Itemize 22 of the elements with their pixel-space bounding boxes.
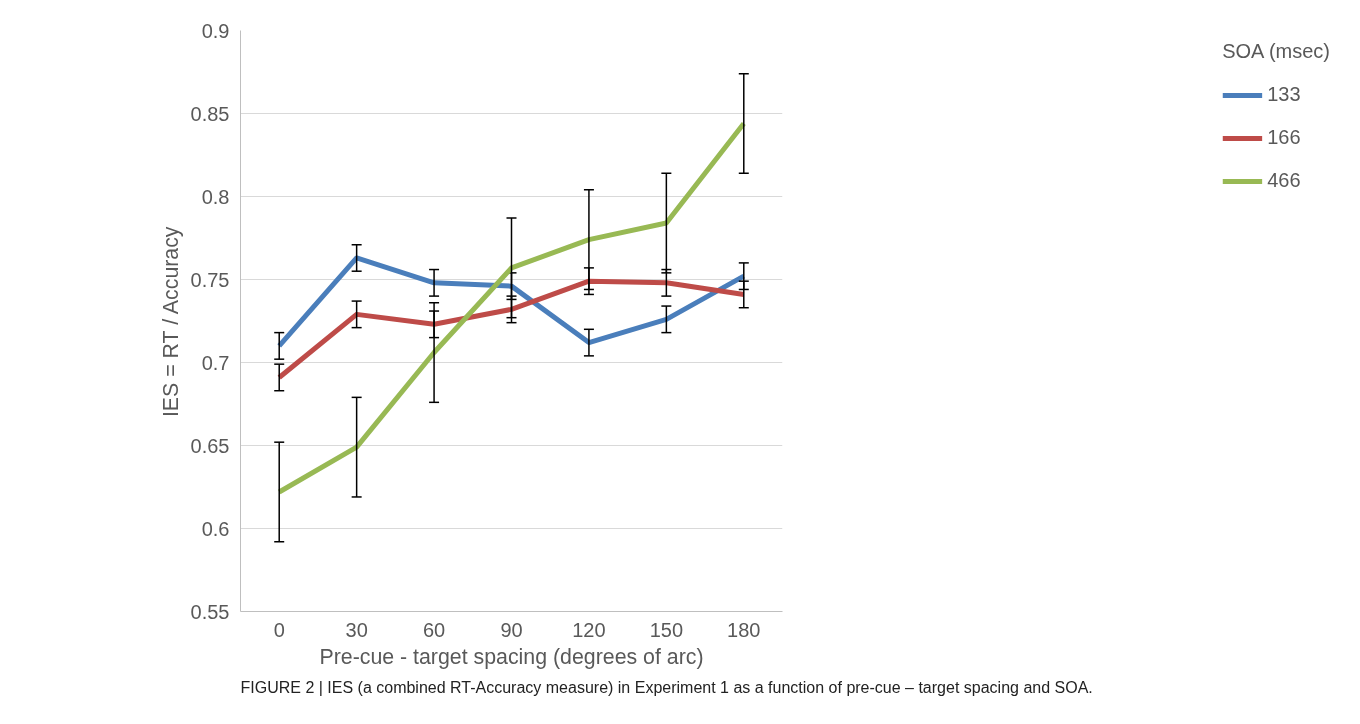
- x-tick-label: 90: [500, 618, 523, 641]
- y-tick-label: 0.75: [190, 268, 230, 291]
- x-tick-label: 180: [727, 618, 761, 641]
- x-axis-title: Pre-cue - target spacing (degrees of arc): [319, 644, 704, 669]
- x-tick-label: 150: [649, 618, 684, 641]
- y-tick-label: 0.6: [201, 517, 230, 540]
- y-tick-label: 0.65: [190, 434, 230, 457]
- y-axis-title: IES = RT / Accuracy: [158, 226, 183, 418]
- caption: FIGURE 2 | IES (a combined RT-Accuracy measure) in Experiment 1 as a function of pre-cue – target spacing and SOA.: [240, 678, 1093, 696]
- y-tick-label: 0.9: [201, 19, 230, 42]
- x-tick-label: 60: [422, 618, 446, 641]
- x-tick-label: 30: [345, 618, 368, 641]
- legend-label: 166: [1267, 126, 1301, 149]
- legend-label: 133: [1267, 83, 1301, 106]
- y-tick-label: 0.7: [201, 351, 230, 374]
- y-tick-label: 0.85: [190, 102, 230, 125]
- legend-title: SOA (msec): [1222, 40, 1330, 63]
- x-tick-label: 120: [572, 618, 606, 641]
- x-tick-label: 0: [273, 618, 285, 641]
- y-tick-label: 0.8: [201, 185, 230, 208]
- y-tick-label: 0.55: [190, 600, 230, 623]
- legend-label: 466: [1267, 169, 1301, 192]
